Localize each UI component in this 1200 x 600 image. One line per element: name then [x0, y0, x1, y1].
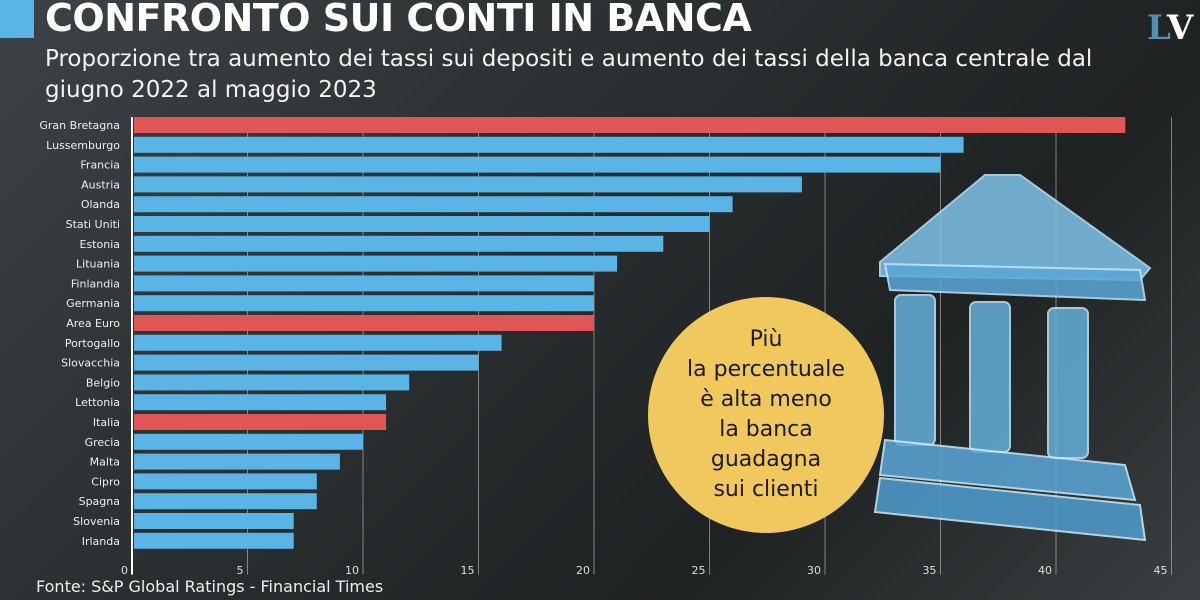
- category-label: Lituania: [76, 258, 120, 271]
- x-tick-label: 25: [692, 564, 706, 577]
- source-note: Fonte: S&P Global Ratings - Financial Ti…: [36, 577, 384, 596]
- category-label: Stati Uniti: [66, 218, 120, 231]
- x-tick-label: 20: [576, 564, 590, 577]
- category-label: Lussemburgo: [46, 139, 120, 152]
- x-tick-label: 15: [461, 564, 475, 577]
- bar-francia: [134, 156, 941, 173]
- bar-spagna: [134, 493, 317, 510]
- category-label: Malta: [90, 456, 120, 469]
- bar-finlandia: [134, 275, 594, 292]
- category-label: Grecia: [85, 436, 120, 449]
- bar-malta: [134, 453, 340, 470]
- bar-germania: [134, 295, 594, 312]
- category-label: Estonia: [80, 238, 121, 251]
- bar-cipro: [134, 473, 317, 490]
- accent-bar: [0, 0, 34, 38]
- bar-grecia: [134, 433, 363, 450]
- category-label: Belgio: [86, 376, 120, 389]
- bar-slovenia: [134, 513, 294, 529]
- bar-lettonia: [134, 394, 387, 411]
- x-tick-label: 5: [237, 564, 244, 577]
- category-label: Irlanda: [82, 535, 120, 548]
- bank-icon: [873, 174, 1152, 542]
- bar-belgio: [134, 374, 410, 391]
- callout-bubble: Più la percentuale è alta meno la banca …: [648, 297, 884, 533]
- category-label: Gran Bretagna: [39, 119, 120, 132]
- category-label: Slovenia: [73, 515, 120, 528]
- bar-irlanda: [134, 532, 294, 549]
- category-label: Cipro: [91, 475, 120, 488]
- x-tick-label: 10: [345, 564, 359, 577]
- x-tick-label: 45: [1154, 564, 1168, 577]
- category-label: Austria: [81, 178, 120, 191]
- chart-title: CONFRONTO SUI CONTI IN BANCA: [45, 0, 752, 40]
- bar-estonia: [134, 235, 664, 252]
- bar-lituania: [134, 255, 618, 272]
- category-label: Italia: [93, 416, 120, 429]
- bar-italia: [134, 414, 387, 430]
- bar-gran-bretagna: [134, 117, 1126, 133]
- brand-logo: LV: [1147, 8, 1194, 48]
- callout-text: Più la percentuale è alta meno la banca …: [687, 327, 845, 502]
- category-label: Olanda: [81, 198, 120, 211]
- category-label: Portogallo: [65, 337, 120, 350]
- bar-olanda: [134, 196, 733, 213]
- category-label: Finlandia: [71, 277, 120, 290]
- bar-slovacchia: [134, 354, 479, 371]
- category-label: Slovacchia: [61, 357, 120, 370]
- category-label: Germania: [66, 297, 120, 310]
- bar-stati-uniti: [134, 216, 710, 232]
- category-label: Lettonia: [75, 396, 120, 409]
- chart-subtitle: Proporzione tra aumento dei tassi sui de…: [45, 46, 1093, 103]
- bar-lussemburgo: [134, 136, 964, 153]
- category-label: Area Euro: [66, 317, 120, 330]
- bar-portogallo: [134, 334, 502, 351]
- bar-area-euro: [134, 315, 594, 331]
- bar-austria: [134, 176, 802, 193]
- category-label: Spagna: [79, 495, 120, 508]
- x-tick-label: 40: [1038, 564, 1052, 577]
- x-tick-label: 30: [807, 564, 821, 577]
- category-label: Francia: [80, 159, 120, 172]
- x-tick-label: 35: [923, 564, 937, 577]
- x-tick-label: 0: [121, 564, 128, 577]
